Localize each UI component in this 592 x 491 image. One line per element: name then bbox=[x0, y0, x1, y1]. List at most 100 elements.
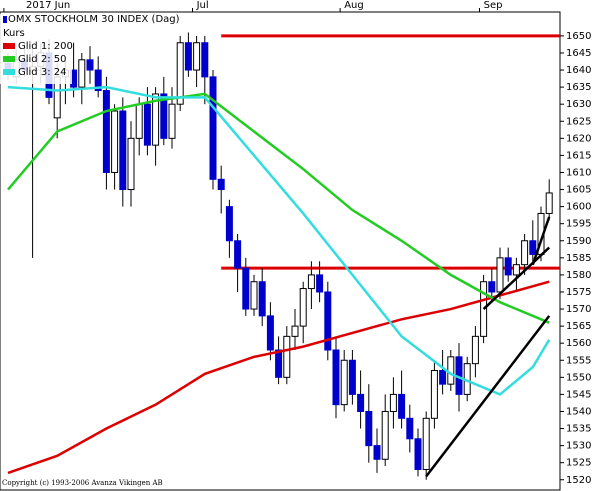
candle-body bbox=[545, 192, 553, 214]
candle-body bbox=[447, 356, 455, 385]
trend-line bbox=[531, 216, 551, 266]
candle-body bbox=[143, 103, 151, 146]
copyright: Copyright (c) 1993-2006 Avanza Vikingen … bbox=[2, 479, 163, 487]
candle-body bbox=[225, 206, 233, 242]
candle-body bbox=[86, 59, 94, 71]
candle-body bbox=[529, 240, 537, 255]
candle-body bbox=[422, 417, 430, 471]
moving-average-line bbox=[7, 85, 551, 396]
y-tick-label: 1620 bbox=[566, 133, 591, 144]
y-tick-label: 1550 bbox=[566, 372, 591, 383]
y-tick-label: 1615 bbox=[566, 150, 591, 161]
candle-body bbox=[373, 445, 381, 460]
candle-body bbox=[209, 76, 217, 180]
candle-body bbox=[414, 438, 422, 471]
legend-swatch bbox=[3, 16, 7, 23]
candle-body bbox=[430, 370, 438, 419]
y-tick-label: 1570 bbox=[566, 304, 591, 315]
trend-line bbox=[425, 315, 551, 478]
candle-body bbox=[111, 110, 119, 173]
candle-body bbox=[307, 274, 315, 290]
y-tick-label: 1585 bbox=[566, 253, 591, 264]
candle-body bbox=[504, 257, 512, 276]
candle-body bbox=[299, 288, 307, 327]
candle-body bbox=[119, 110, 127, 191]
candle-body bbox=[250, 281, 258, 310]
candle-body bbox=[357, 393, 365, 412]
legend-swatch bbox=[3, 56, 15, 62]
candle-body bbox=[496, 257, 504, 293]
candle-body bbox=[283, 335, 291, 378]
y-tick-label: 1555 bbox=[566, 355, 591, 366]
candle-body bbox=[94, 69, 102, 92]
candle-body bbox=[324, 291, 332, 351]
legend-swatch bbox=[3, 43, 15, 49]
candle-body bbox=[348, 359, 356, 395]
candle-body bbox=[184, 42, 192, 71]
candle-body bbox=[291, 325, 299, 337]
y-tick-label: 1625 bbox=[566, 116, 591, 127]
candle-body bbox=[381, 410, 389, 460]
candle-body bbox=[471, 335, 479, 365]
x-tick-label: Jul bbox=[196, 0, 209, 11]
candle-body bbox=[127, 137, 135, 191]
legend-label: Glid 1: 200 bbox=[18, 41, 73, 52]
y-tick-label: 1580 bbox=[566, 270, 591, 281]
candle-body bbox=[258, 281, 266, 317]
candle-body bbox=[201, 42, 209, 78]
y-tick-label: 1530 bbox=[566, 441, 591, 452]
y-tick-label: 1520 bbox=[566, 475, 591, 486]
candle-body bbox=[365, 410, 373, 447]
y-tick-label: 1635 bbox=[566, 82, 591, 93]
candle-body bbox=[389, 393, 397, 412]
y-tick-label: 1535 bbox=[566, 424, 591, 435]
candle-body bbox=[439, 370, 447, 385]
y-tick-label: 1600 bbox=[566, 202, 591, 213]
y-tick-label: 1525 bbox=[566, 458, 591, 469]
x-tick-label: 2017 Jun bbox=[26, 0, 70, 11]
y-tick-label: 1605 bbox=[566, 185, 591, 196]
candle-body bbox=[332, 349, 340, 406]
candle-body bbox=[234, 240, 242, 269]
candle-body bbox=[217, 178, 225, 191]
y-tick-label: 1545 bbox=[566, 389, 591, 400]
legend-swatch bbox=[3, 69, 15, 75]
trend-line bbox=[482, 246, 551, 310]
y-tick-label: 1595 bbox=[566, 219, 591, 230]
y-tick-label: 1630 bbox=[566, 99, 591, 110]
y-tick-label: 1565 bbox=[566, 321, 591, 332]
y-tick-label: 1610 bbox=[566, 167, 591, 178]
candle-body bbox=[242, 267, 250, 310]
chart-title: OMX STOCKHOLM 30 INDEX (Dag) bbox=[8, 14, 180, 25]
candle-body bbox=[398, 393, 406, 419]
candle-body bbox=[102, 90, 110, 173]
y-tick-label: 1650 bbox=[566, 31, 591, 42]
legend-label: Glid 2: 50 bbox=[18, 54, 66, 65]
moving-average-line bbox=[7, 92, 550, 324]
candle-body bbox=[78, 59, 86, 88]
y-tick-label: 1590 bbox=[566, 236, 591, 247]
candle-body bbox=[275, 349, 283, 378]
candle-body bbox=[176, 42, 184, 105]
plot-frame bbox=[0, 11, 561, 491]
candle-body bbox=[406, 417, 414, 440]
x-tick-label: Sep bbox=[484, 0, 503, 11]
legend-label: Kurs bbox=[3, 28, 25, 39]
candle-body bbox=[266, 315, 274, 351]
legend-label: Glid 3: 24 bbox=[18, 67, 66, 78]
candle-body bbox=[168, 103, 176, 139]
candle-body bbox=[512, 264, 520, 276]
candle-body bbox=[340, 359, 348, 406]
candle-body bbox=[135, 103, 143, 139]
y-tick-label: 1575 bbox=[566, 287, 591, 298]
moving-average-line bbox=[7, 280, 550, 475]
candle-body bbox=[488, 281, 496, 293]
y-tick-label: 1640 bbox=[566, 65, 591, 76]
candle-body bbox=[160, 93, 168, 139]
x-tick-label: Aug bbox=[344, 0, 364, 11]
candle-body bbox=[521, 240, 529, 266]
candle-body bbox=[193, 42, 201, 71]
candle-body bbox=[152, 93, 160, 146]
y-tick-label: 1560 bbox=[566, 338, 591, 349]
